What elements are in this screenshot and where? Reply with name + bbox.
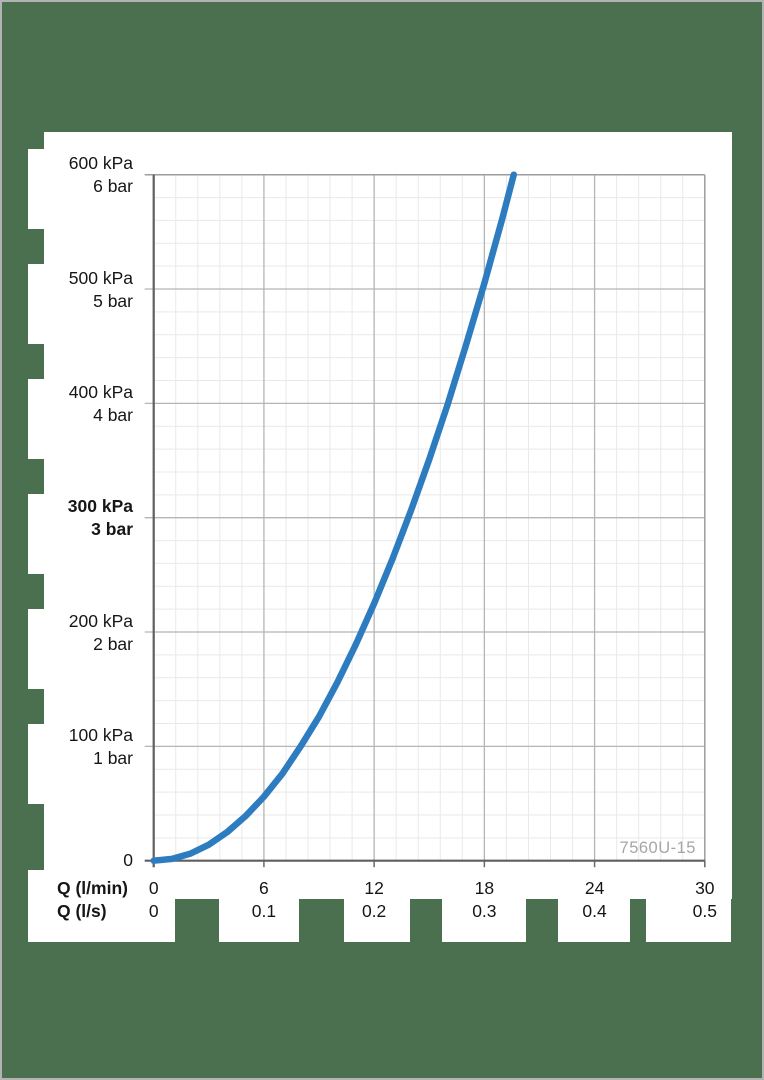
y-tick-bar: 6 bar [93,176,133,197]
y-tick-label: 0 [123,849,133,870]
x-tick-label-lmin: 12 [364,878,384,898]
x-tick-label-ls: 0 [148,901,159,921]
y-tick-bar: 3 bar [91,519,133,540]
y-tick-kpa: 500 kPa [68,267,133,288]
x-tick-label-lmin: 6 [259,878,269,898]
label-tab [344,899,410,942]
y-tick-label: 400 kPa 4 bar [20,381,133,427]
y-tick-bar: 1 bar [93,747,133,768]
y-tick-label: 200 kPa 2 bar [20,610,133,656]
x-tick-label-lmin: 0 [148,878,159,898]
label-tab [28,264,44,344]
y-tick-kpa: 200 kPa [68,610,133,631]
label-tab [28,379,44,459]
x-axis-title-lmin: Q (l/min) [57,878,128,898]
x-tick-label-lmin: 18 [474,878,495,898]
label-tab [28,870,44,942]
y-tick-kpa: 400 kPa [68,381,133,402]
y-tick-label: 300 kPa 3 bar [20,495,133,541]
y-tick-label: 500 kPa 5 bar [20,267,133,313]
label-tab [28,609,44,689]
label-tab [28,724,44,804]
x-tick-label-lmin: 30 [695,878,715,898]
label-tab [28,494,44,574]
label-tab [44,899,175,942]
y-tick-label: 100 kPa 1 bar [20,724,133,770]
model-number-label: 7560U-15 [619,839,696,857]
x-tick-label-ls: 0.5 [692,901,717,921]
x-tick-label-ls: 0.2 [361,901,387,921]
label-tab [442,899,526,942]
chart-panel [44,132,732,899]
label-tab [28,149,44,229]
y-tick-label: 600 kPa 6 bar [20,152,133,198]
x-tick-label-ls: 0.3 [472,901,497,921]
y-tick-bar: 2 bar [93,633,133,654]
label-tab [558,899,630,942]
y-tick-kpa: 600 kPa [68,153,133,174]
y-tick-kpa: 100 kPa [68,724,133,745]
x-tick-label-ls: 0.1 [251,901,277,921]
x-tick-label-lmin: 24 [584,878,605,898]
x-tick-label-ls: 0.4 [582,901,607,921]
y-tick-kpa: 300 kPa [67,496,133,517]
x-axis-title-ls: Q (l/s) [57,901,107,921]
label-tab [219,899,299,942]
y-tick-bar: 5 bar [93,290,133,311]
label-tab [646,899,731,942]
y-tick-bar: 4 bar [93,404,133,425]
